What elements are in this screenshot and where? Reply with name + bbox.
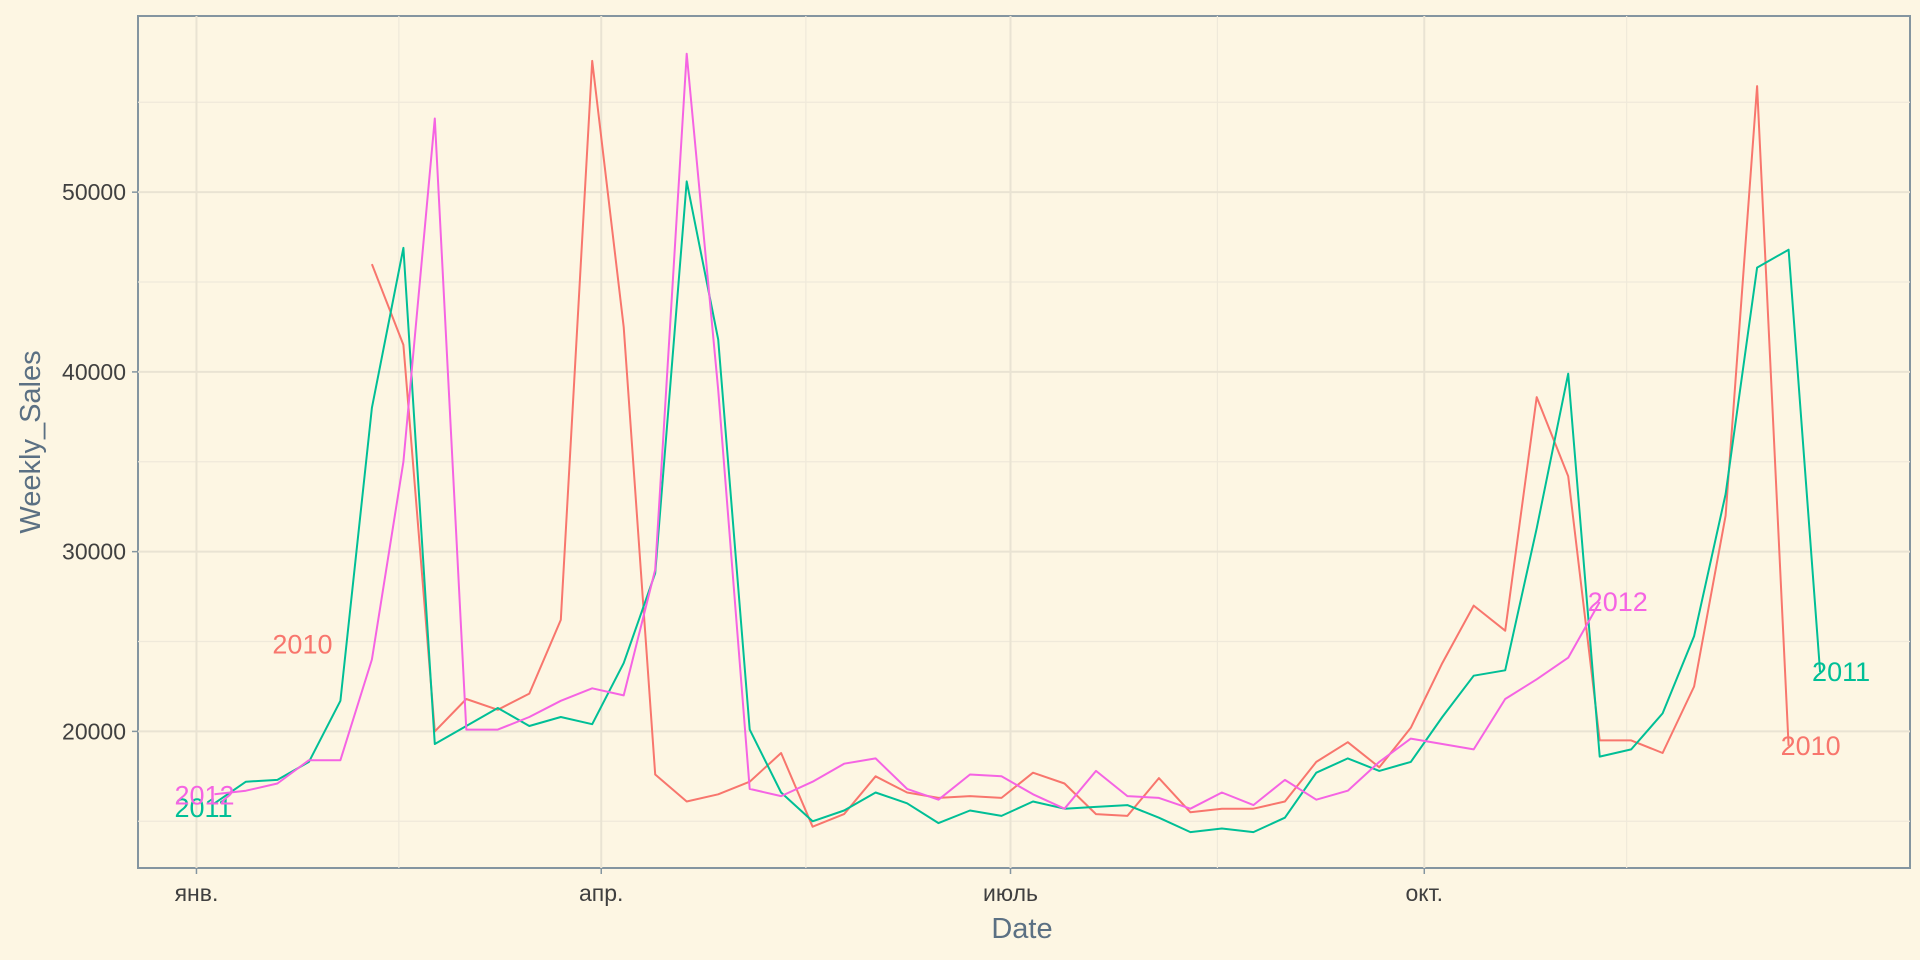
x-tick-label: янв. — [175, 880, 219, 906]
y-tick-label: 40000 — [62, 359, 126, 385]
y-tick-label: 30000 — [62, 539, 126, 565]
series-label-2011: 2011 — [1812, 657, 1870, 687]
x-tick-label: окт. — [1406, 880, 1444, 906]
series-lines — [213, 52, 1822, 834]
series-line-2010 — [370, 59, 1790, 828]
x-axis-title: Date — [991, 913, 1052, 945]
y-tick-label: 50000 — [62, 179, 126, 205]
series-label-2010: 2010 — [272, 629, 332, 659]
series-label-2010: 2010 — [1781, 731, 1841, 761]
y-tick-label: 20000 — [62, 718, 126, 744]
series-line-2011 — [213, 180, 1822, 834]
x-tick-label: апр. — [579, 880, 623, 906]
y-axis-ticks: 20000 30000 40000 50000 — [62, 179, 138, 744]
x-axis-ticks: янв. апр. июль окт. — [175, 868, 1443, 906]
y-axis-title: Weekly_Sales — [15, 350, 47, 533]
series-label-2012: 2012 — [174, 780, 234, 810]
series-line-2012 — [214, 52, 1601, 810]
x-tick-label: июль — [983, 880, 1038, 906]
minor-gridlines — [138, 16, 1910, 868]
plot-panel — [137, 15, 1911, 869]
major-gridlines — [138, 16, 1910, 868]
series-label-2011: 2011 — [174, 793, 232, 823]
series-label-2012: 2012 — [1588, 587, 1648, 617]
